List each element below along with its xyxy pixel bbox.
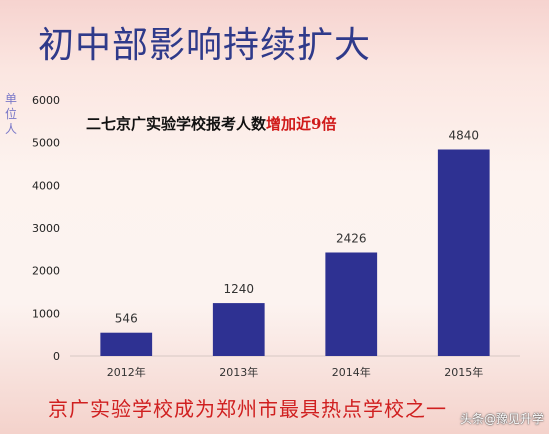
x-tick-label: 2015年 (444, 365, 483, 379)
y-tick-label: 4000 (32, 179, 60, 192)
y-tick-label: 1000 (32, 307, 60, 320)
bar (437, 149, 490, 356)
bar (325, 252, 378, 356)
y-axis-unit-label: 单 位 人 (4, 92, 18, 137)
y-tick-label: 0 (53, 350, 60, 363)
y-tick-label: 3000 (32, 222, 60, 235)
y-tick-label: 5000 (32, 137, 60, 150)
unit-char: 人 (4, 122, 17, 136)
bar (100, 332, 153, 356)
subtitle-main: 二七京广实验学校报考人数 (86, 115, 267, 133)
footer-caption: 京广实验学校成为郑州市最具热点学校之一 (48, 397, 447, 421)
data-label: 2426 (336, 231, 367, 245)
subtitle-highlight: 增加近9倍 (266, 115, 337, 133)
x-tick-label: 2013年 (219, 365, 258, 379)
x-tick-label: 2014年 (332, 365, 371, 379)
bar (212, 303, 265, 356)
y-tick-label: 6000 (32, 94, 60, 107)
data-label: 1240 (223, 282, 254, 296)
unit-char: 位 (4, 107, 17, 121)
y-tick-label: 2000 (32, 265, 60, 278)
x-tick-label: 2012年 (107, 365, 146, 379)
watermark: 头条@豫见升学 (460, 412, 545, 426)
data-label: 546 (115, 312, 138, 326)
data-label: 4840 (448, 128, 479, 142)
page-title: 初中部影响持续扩大 (38, 25, 372, 66)
chart-subtitle: 二七京广实验学校报考人数增加近9倍 (86, 113, 336, 134)
unit-char: 单 (4, 92, 17, 106)
